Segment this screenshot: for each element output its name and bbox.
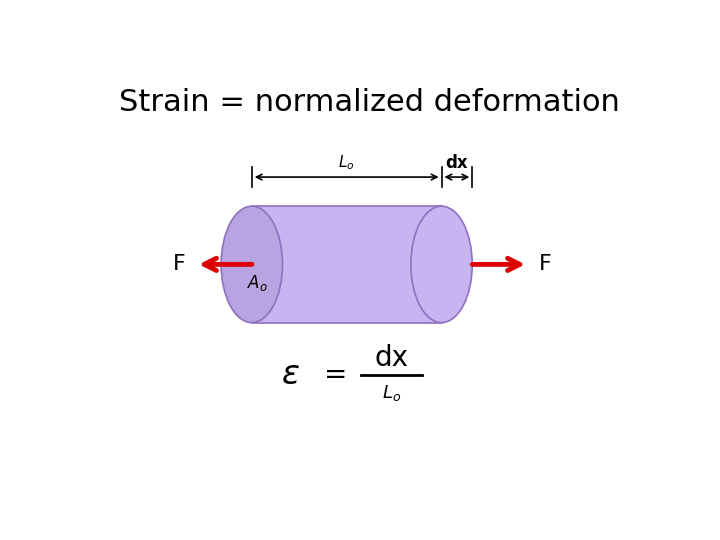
Text: $A_o$: $A_o$ [247,273,268,293]
Ellipse shape [411,206,472,322]
Text: $L_o$: $L_o$ [382,383,401,403]
Text: $L_o$: $L_o$ [338,153,355,172]
Text: $\varepsilon$: $\varepsilon$ [282,358,300,391]
Ellipse shape [221,206,282,322]
Text: =: = [324,361,347,389]
Text: dx: dx [446,153,468,172]
Bar [252,206,441,322]
Text: F: F [173,254,186,274]
Text: F: F [539,254,551,274]
Text: Strain = normalized deformation: Strain = normalized deformation [119,87,619,117]
Text: dx: dx [374,344,408,372]
